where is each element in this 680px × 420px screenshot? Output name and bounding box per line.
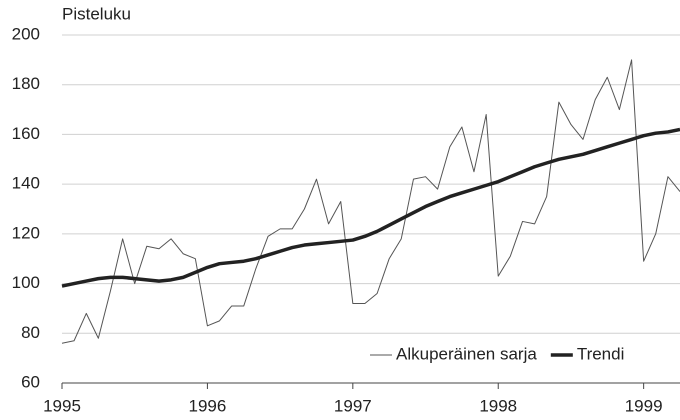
series-line: [61, 127, 680, 288]
x-tick-label: 1996: [188, 396, 226, 415]
y-tick-label: 120: [12, 223, 40, 242]
legend-label: Trendi: [577, 344, 625, 363]
y-tick-label: 160: [12, 124, 40, 143]
x-tick-label: 1998: [479, 396, 517, 415]
x-tick-label: 1997: [334, 396, 372, 415]
y-tick-label: 140: [12, 174, 40, 193]
legend-label: Alkuperäinen sarja: [396, 344, 537, 363]
y-tick-label: 200: [12, 24, 40, 43]
x-tick-label: 1995: [43, 396, 81, 415]
y-tick-label: 80: [21, 323, 40, 342]
x-tick-label: 1999: [625, 396, 663, 415]
y-tick-label: 60: [21, 372, 40, 391]
y-tick-label: 180: [12, 74, 40, 93]
series-line: [61, 59, 680, 344]
y-axis-label: Pisteluku: [62, 4, 131, 23]
y-tick-label: 100: [12, 273, 40, 292]
